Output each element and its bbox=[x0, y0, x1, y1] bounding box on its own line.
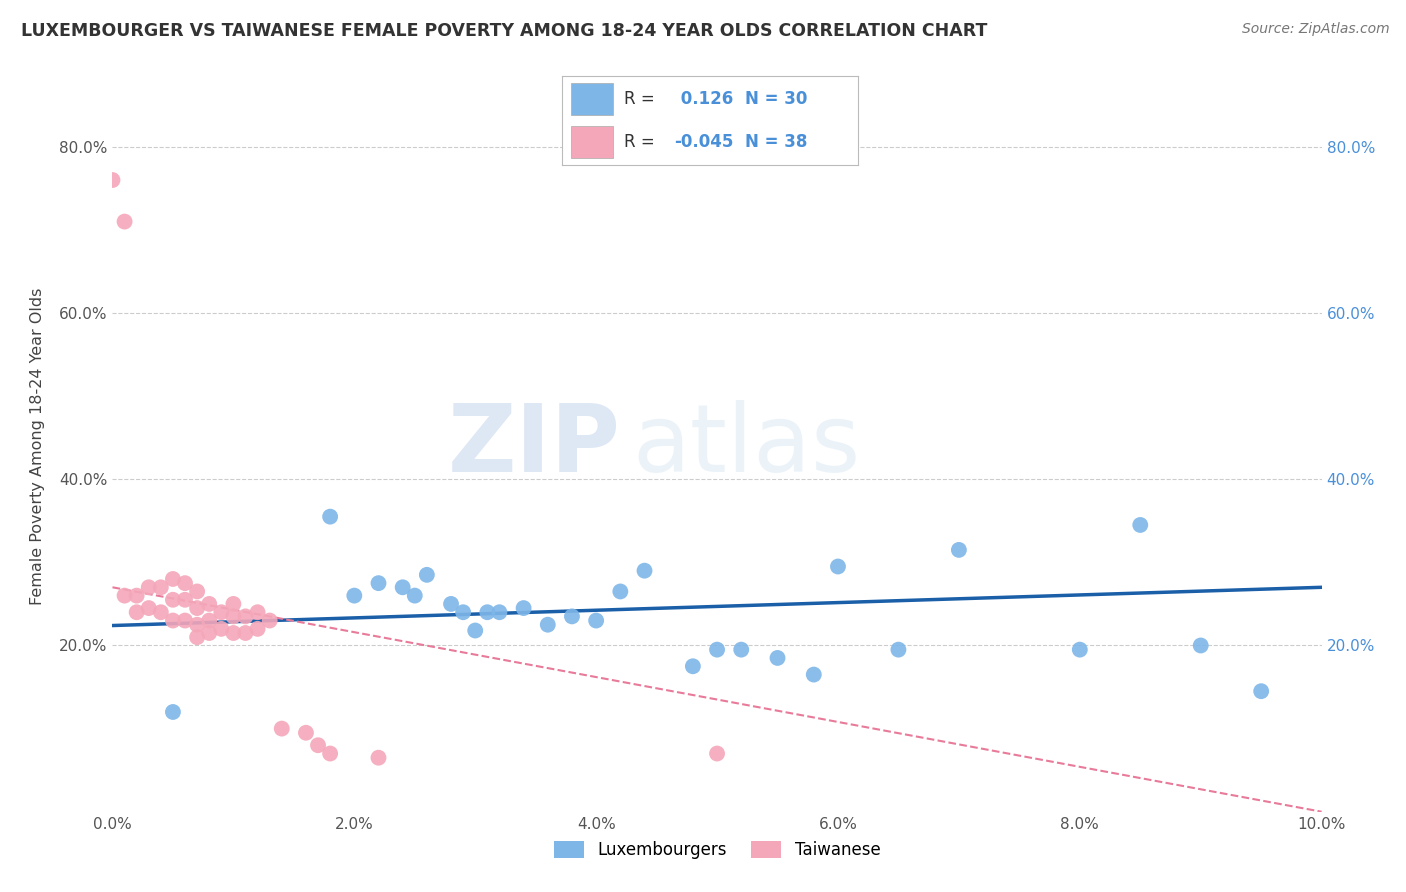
Text: -0.045: -0.045 bbox=[675, 133, 734, 151]
Point bbox=[222, 597, 245, 611]
Point bbox=[561, 609, 583, 624]
Point bbox=[174, 614, 197, 628]
Point bbox=[766, 651, 789, 665]
Point bbox=[319, 509, 342, 524]
Point bbox=[1189, 639, 1212, 653]
Point bbox=[162, 614, 184, 628]
Point bbox=[706, 642, 728, 657]
Point bbox=[149, 605, 172, 619]
Point bbox=[209, 622, 232, 636]
Point bbox=[174, 592, 197, 607]
Point bbox=[730, 642, 752, 657]
Point bbox=[270, 722, 292, 736]
Point bbox=[198, 626, 221, 640]
Text: R =: R = bbox=[624, 90, 661, 108]
Point bbox=[246, 605, 269, 619]
Text: atlas: atlas bbox=[633, 400, 860, 492]
Y-axis label: Female Poverty Among 18-24 Year Olds: Female Poverty Among 18-24 Year Olds bbox=[31, 287, 45, 605]
Point bbox=[125, 605, 148, 619]
Bar bbox=[571, 83, 613, 115]
Point bbox=[186, 584, 208, 599]
Point bbox=[416, 567, 439, 582]
Point bbox=[162, 592, 184, 607]
Point bbox=[948, 542, 970, 557]
Point bbox=[114, 589, 136, 603]
Point bbox=[391, 580, 413, 594]
Text: ZIP: ZIP bbox=[447, 400, 620, 492]
Point bbox=[609, 584, 631, 599]
Point bbox=[198, 614, 221, 628]
Point bbox=[101, 173, 124, 187]
Point bbox=[295, 725, 318, 739]
Point bbox=[367, 750, 389, 764]
Point bbox=[162, 572, 184, 586]
Point bbox=[682, 659, 704, 673]
Point bbox=[125, 589, 148, 603]
Point bbox=[440, 597, 463, 611]
Point bbox=[186, 630, 208, 644]
Point bbox=[114, 214, 136, 228]
Point bbox=[162, 705, 184, 719]
Text: R =: R = bbox=[624, 133, 661, 151]
Point bbox=[138, 601, 160, 615]
Point bbox=[537, 617, 560, 632]
Point bbox=[477, 605, 499, 619]
Point bbox=[1129, 518, 1152, 533]
Point bbox=[246, 622, 269, 636]
Point bbox=[343, 589, 366, 603]
Point bbox=[367, 576, 389, 591]
Text: Source: ZipAtlas.com: Source: ZipAtlas.com bbox=[1241, 22, 1389, 37]
Point bbox=[174, 576, 197, 591]
Point bbox=[149, 580, 172, 594]
Point bbox=[222, 626, 245, 640]
Point bbox=[451, 605, 474, 619]
Point bbox=[404, 589, 426, 603]
Point bbox=[186, 601, 208, 615]
Point bbox=[633, 564, 655, 578]
Point bbox=[585, 614, 607, 628]
Text: 0.126: 0.126 bbox=[675, 90, 733, 108]
Text: N = 38: N = 38 bbox=[745, 133, 808, 151]
Point bbox=[488, 605, 510, 619]
Point bbox=[464, 624, 486, 638]
Point bbox=[319, 747, 342, 761]
Point bbox=[887, 642, 910, 657]
Bar bbox=[571, 126, 613, 158]
Point bbox=[512, 601, 534, 615]
Point bbox=[186, 617, 208, 632]
Text: N = 30: N = 30 bbox=[745, 90, 808, 108]
Point bbox=[1250, 684, 1272, 698]
Point bbox=[1069, 642, 1091, 657]
Point bbox=[307, 738, 329, 752]
Point bbox=[222, 609, 245, 624]
Legend: Luxembourgers, Taiwanese: Luxembourgers, Taiwanese bbox=[547, 834, 887, 865]
Point bbox=[138, 580, 160, 594]
Point bbox=[235, 609, 257, 624]
Point bbox=[259, 614, 281, 628]
Point bbox=[209, 605, 232, 619]
Point bbox=[198, 597, 221, 611]
Point bbox=[706, 747, 728, 761]
Point bbox=[803, 667, 825, 681]
Text: LUXEMBOURGER VS TAIWANESE FEMALE POVERTY AMONG 18-24 YEAR OLDS CORRELATION CHART: LUXEMBOURGER VS TAIWANESE FEMALE POVERTY… bbox=[21, 22, 987, 40]
Point bbox=[235, 626, 257, 640]
Point bbox=[827, 559, 849, 574]
